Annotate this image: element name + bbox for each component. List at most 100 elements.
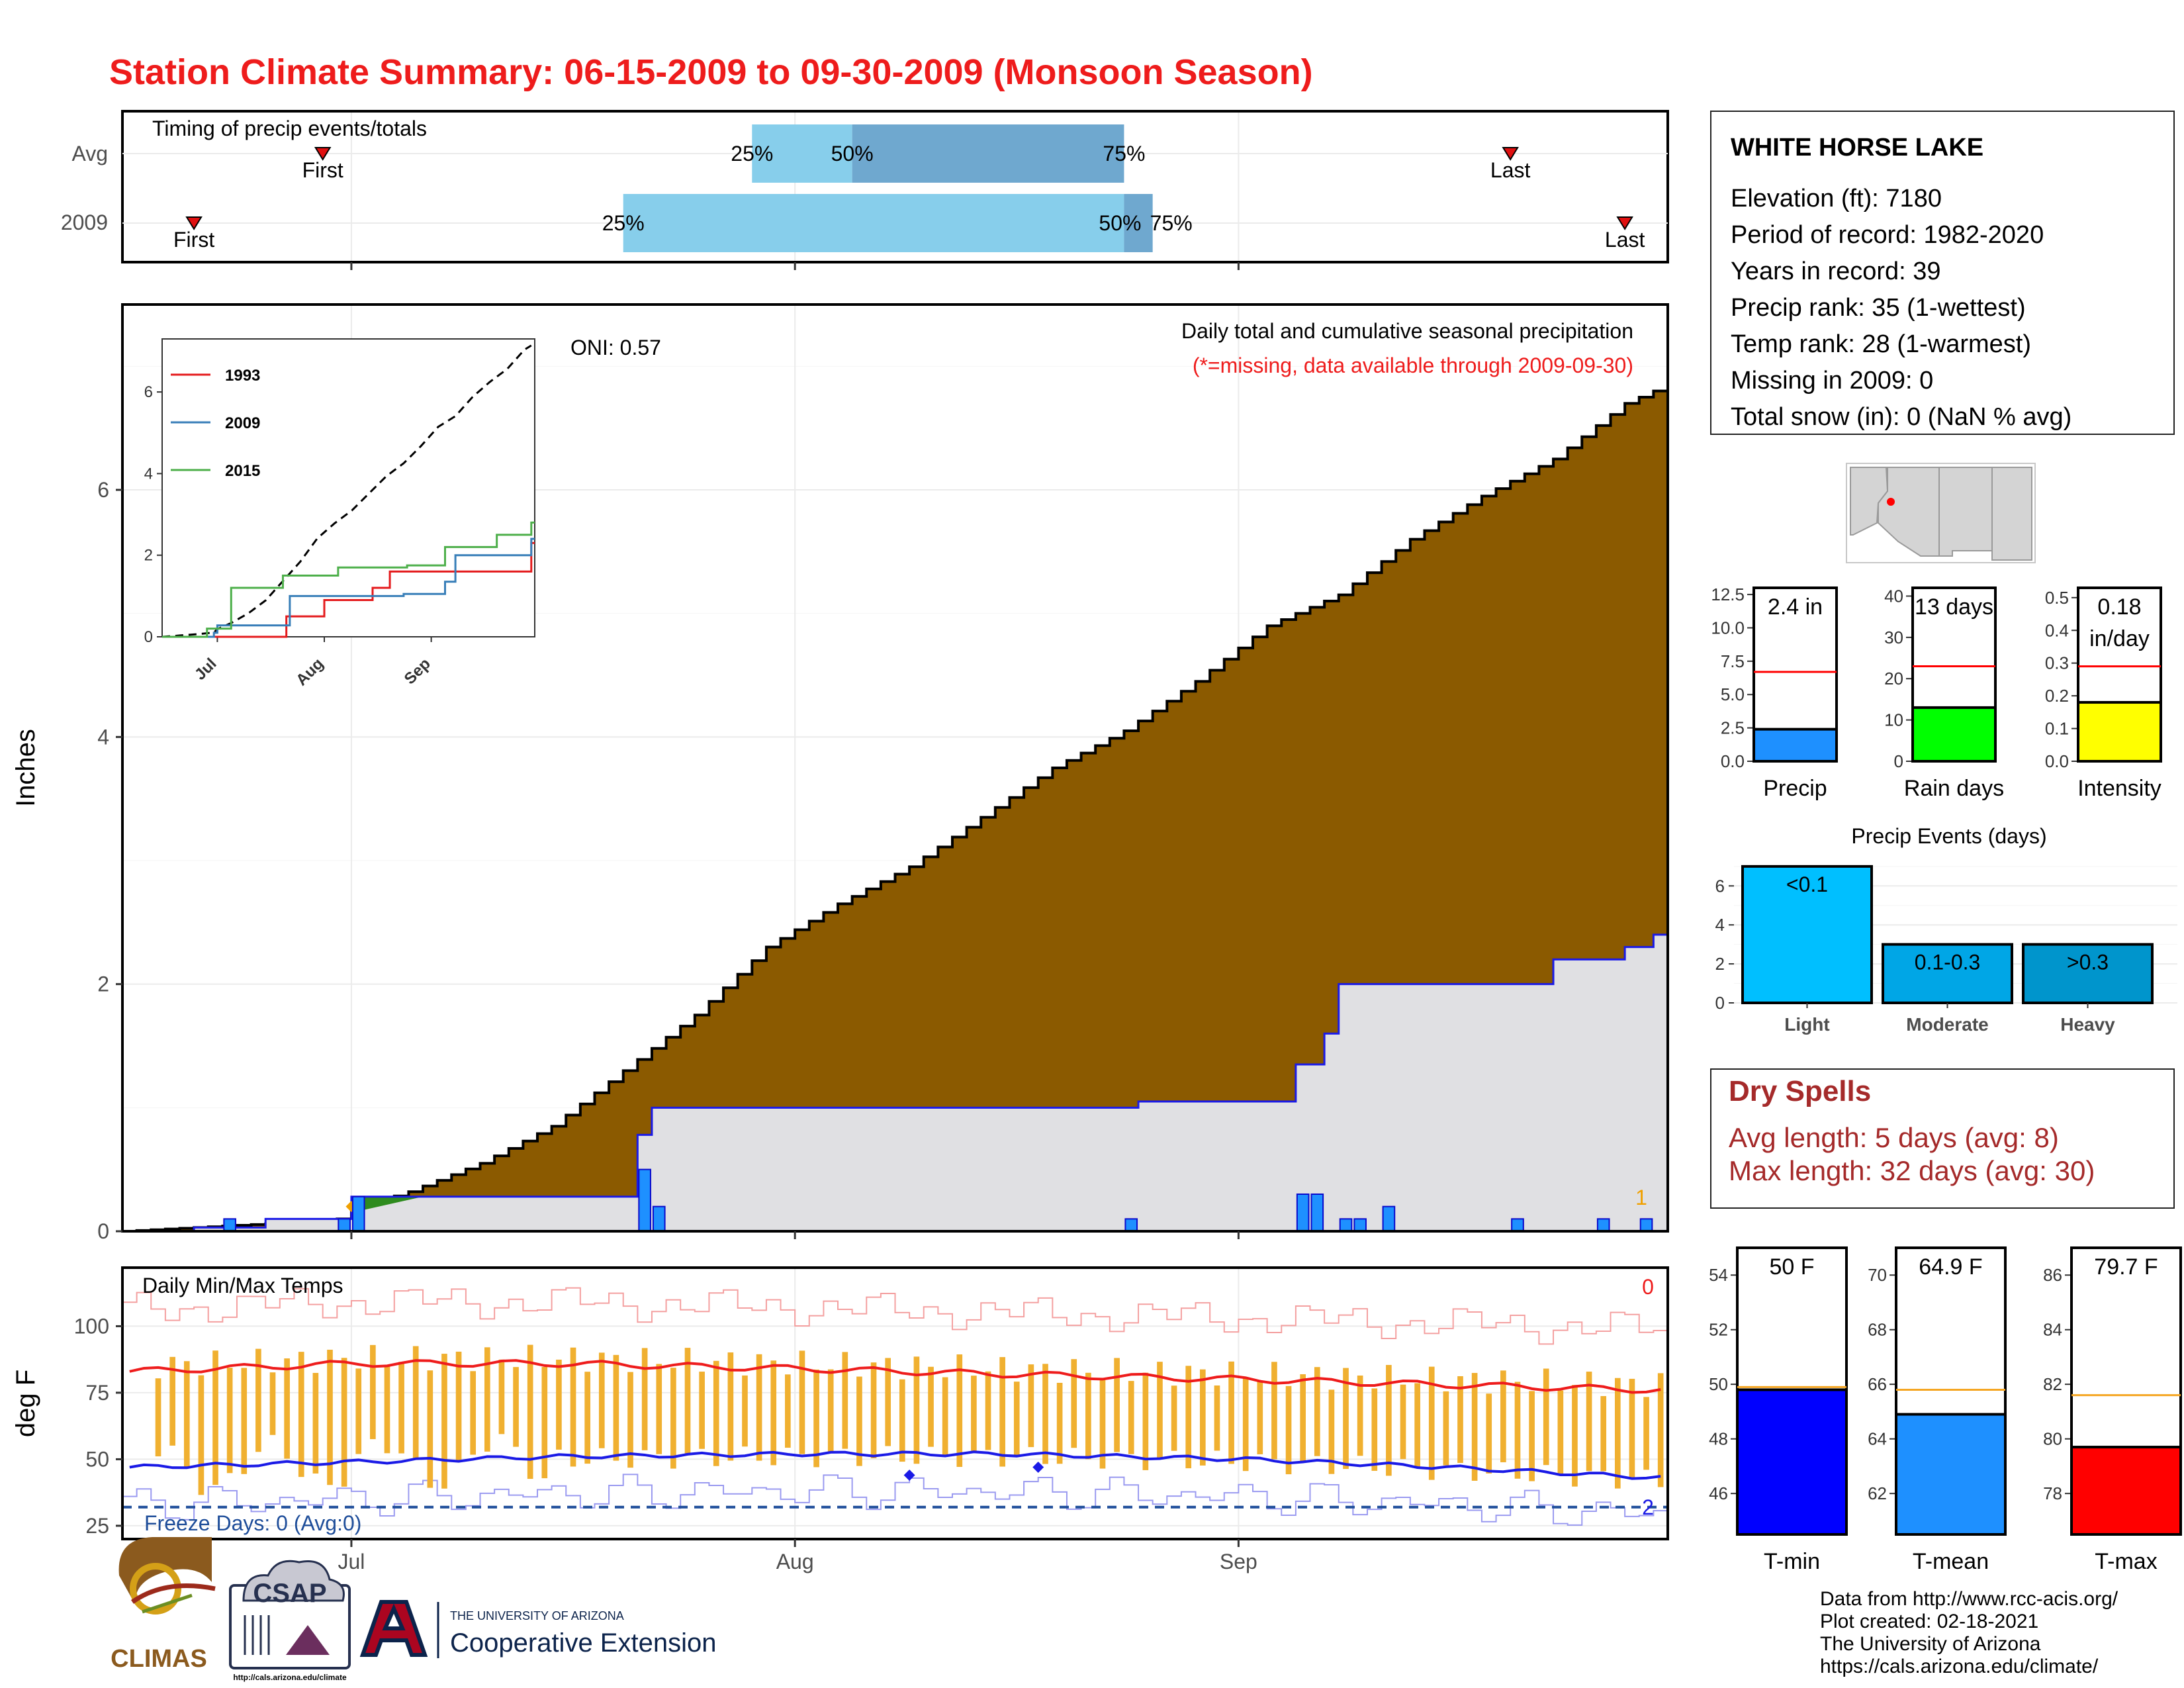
gauge-tick-label: 0 bbox=[1894, 751, 1903, 771]
gauge-value-label: 0.18 bbox=[2097, 594, 2141, 620]
oni-label: ONI: 0.57 bbox=[570, 336, 661, 359]
daily-temp-range-bar bbox=[727, 1352, 734, 1461]
daily-temp-range-bar bbox=[1586, 1372, 1592, 1472]
daily-temp-range-bar bbox=[770, 1360, 777, 1466]
inset-ytick-label: 2 bbox=[144, 547, 153, 565]
last-label: Last bbox=[1605, 228, 1645, 252]
last-label: Last bbox=[1490, 158, 1531, 182]
daily-temp-range-bar bbox=[999, 1357, 1005, 1467]
gauge-tick-label: 0.5 bbox=[2045, 588, 2069, 608]
q75-label: 75% bbox=[1103, 142, 1145, 165]
daily-temp-range-bar bbox=[1142, 1372, 1149, 1470]
daily-temp-range-bar bbox=[1042, 1364, 1048, 1464]
gauge-tick-label: 0.0 bbox=[1721, 751, 1745, 771]
gauge-label: T-min bbox=[1764, 1549, 1820, 1574]
temp-ytick-label: 75 bbox=[85, 1381, 109, 1405]
daily-temp-range-bar bbox=[756, 1354, 762, 1461]
dry-spells-box: Dry Spells Avg length: 5 days (avg: 8) M… bbox=[1710, 1068, 2175, 1209]
daily-temp-range-bar bbox=[1242, 1378, 1249, 1472]
gauge-tick-label: 12.5 bbox=[1711, 585, 1745, 604]
daily-temp-range-bar bbox=[1657, 1373, 1664, 1487]
daily-temp-range-bar bbox=[971, 1376, 977, 1451]
daily-temp-range-bar bbox=[1643, 1397, 1649, 1470]
daily-temp-range-bar bbox=[498, 1359, 505, 1434]
gauge-tick-label: 10 bbox=[1884, 710, 1903, 730]
gauge-t-mean: 62 64 66 68 70 64.9 F T-mean bbox=[1868, 1246, 2007, 1574]
daily-temp-range-bar bbox=[827, 1369, 834, 1452]
q50-label: 50% bbox=[831, 142, 874, 165]
daily-precip-bar bbox=[1511, 1218, 1524, 1233]
temp-ylabel: deg F bbox=[11, 1370, 40, 1437]
daily-temp-range-bar bbox=[742, 1375, 748, 1447]
gauge-tick-label: 40 bbox=[1884, 586, 1903, 606]
station-name: WHITE HORSE LAKE bbox=[1731, 134, 1983, 162]
gauge-value-bar bbox=[1736, 1388, 1848, 1536]
q50-label: 50% bbox=[1099, 211, 1141, 235]
daily-temp-range-bar bbox=[1200, 1369, 1206, 1466]
station-line-period: Period of record: 1982-2020 bbox=[1731, 221, 2044, 249]
first-event-triangle bbox=[185, 216, 203, 230]
events-ytick-label: 4 bbox=[1715, 915, 1725, 935]
credit-line-university: The University of Arizona bbox=[1820, 1633, 2041, 1655]
daily-temp-range-bar bbox=[899, 1379, 905, 1462]
daily-precip-bar bbox=[1124, 1218, 1138, 1233]
gauge-tick-label: 68 bbox=[1868, 1320, 1887, 1340]
daily-precip-bar bbox=[1296, 1194, 1310, 1232]
daily-temp-range-bar bbox=[541, 1367, 548, 1479]
daily-temp-range-bar bbox=[327, 1349, 333, 1485]
gauge-tick-label: 54 bbox=[1709, 1265, 1728, 1285]
daily-temp-range-bar bbox=[341, 1358, 347, 1487]
station-line-precip-rank: Precip rank: 35 (1-wettest) bbox=[1731, 294, 2026, 322]
temp-ytick-label: 100 bbox=[74, 1314, 109, 1338]
daily-temp-range-bar bbox=[799, 1350, 805, 1454]
daily-temp-range-bar bbox=[1471, 1373, 1478, 1481]
daily-temp-range-bar bbox=[1615, 1378, 1621, 1489]
gauge-value-bar bbox=[2070, 1446, 2182, 1536]
daily-temp-range-bar bbox=[1157, 1362, 1163, 1459]
daily-temp-range-bar bbox=[913, 1356, 920, 1464]
daily-temp-range-bar bbox=[1285, 1385, 1292, 1475]
events-bar-name: Heavy bbox=[2060, 1014, 2115, 1035]
avg-cumulative-area bbox=[122, 391, 1668, 1231]
page-title: Station Climate Summary: 06-15-2009 to 0… bbox=[109, 52, 1313, 92]
gauge-tick-label: 82 bbox=[2043, 1374, 2062, 1394]
daily-temp-range-bar bbox=[1414, 1383, 1420, 1467]
gauge-rain-days: 0 10 20 30 40 13 days Rain days bbox=[1884, 586, 2004, 801]
daily-precip-bar bbox=[652, 1205, 666, 1232]
q75-label: 75% bbox=[1150, 211, 1193, 235]
daily-temp-range-bar bbox=[1343, 1368, 1349, 1470]
locator-map bbox=[1846, 463, 2036, 563]
daily-temp-range-bar bbox=[1214, 1385, 1220, 1451]
inset-legend-label: 2015 bbox=[225, 462, 260, 480]
gauge-value-bar bbox=[1895, 1413, 2007, 1536]
daily-temp-range-bar bbox=[870, 1362, 877, 1458]
daily-temp-range-bar bbox=[570, 1347, 576, 1467]
gauge-tick-label: 0.2 bbox=[2045, 686, 2069, 706]
temperature-panel: 25 50 75 100 Daily Min/Max Temps 0 Freeze D… bbox=[11, 1266, 1669, 1540]
inset-ytick-label: 4 bbox=[144, 465, 153, 483]
timing-bar-q25-q50 bbox=[752, 124, 852, 183]
precip-gauges: 0.0 2.5 5.0 7.5 10.0 12.5 2.4 in Precip 0 10 20 30 4… bbox=[1711, 585, 2162, 801]
ua-big-text: Cooperative Extension bbox=[450, 1628, 716, 1658]
cumulative-2009-line bbox=[122, 933, 1668, 1233]
gauge-tick-label: 0.4 bbox=[2045, 620, 2069, 640]
daily-temp-range-bar bbox=[470, 1371, 477, 1455]
gauge-tick-label: 70 bbox=[1868, 1265, 1887, 1285]
daily-temp-range-bar bbox=[856, 1376, 862, 1466]
daily-temp-range-bar bbox=[1428, 1366, 1435, 1480]
gauge-tick-label: 84 bbox=[2043, 1320, 2062, 1340]
last-event-triangle bbox=[1502, 147, 1519, 161]
gauge-tick-label: 7.5 bbox=[1721, 651, 1745, 671]
daily-temp-range-bar bbox=[684, 1348, 691, 1455]
daily-precip-bar bbox=[1382, 1205, 1396, 1232]
avg-tmax-line bbox=[129, 1359, 1661, 1394]
daily-temp-range-bar bbox=[1071, 1359, 1077, 1448]
csap-text: CSAP bbox=[253, 1579, 326, 1608]
daily-temp-range-bar bbox=[1529, 1391, 1535, 1481]
credit-line-url: https://cals.arizona.edu/climate/ bbox=[1820, 1656, 2099, 1677]
gauge-tick-label: 0.0 bbox=[2045, 751, 2069, 771]
daily-temp-range-bar bbox=[1099, 1379, 1106, 1469]
inset-ytick-label: 0 bbox=[144, 628, 153, 646]
